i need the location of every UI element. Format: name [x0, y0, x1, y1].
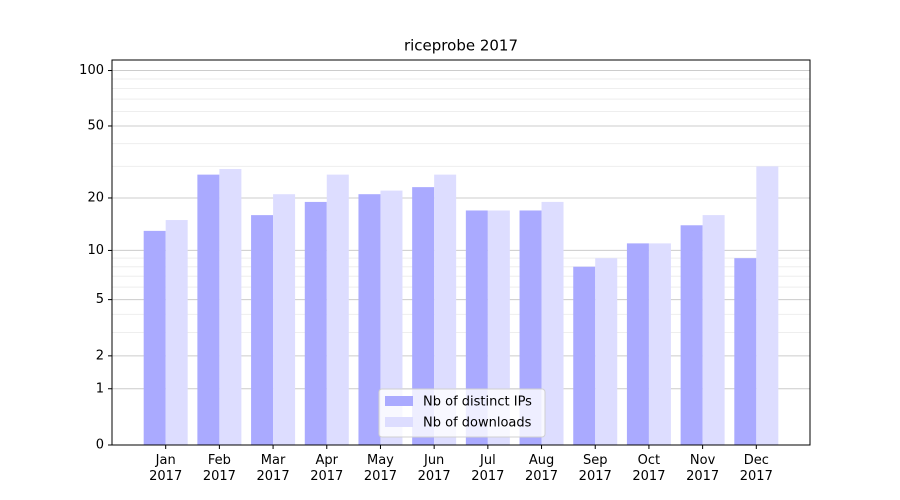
y-tick-label: 1: [96, 381, 104, 396]
x-tick-label: Aug 2017: [524, 453, 559, 484]
bar: [519, 210, 542, 445]
legend-label: Nb of downloads: [423, 416, 532, 431]
bar: [680, 225, 703, 445]
bar: [197, 174, 220, 445]
y-tick-label: 0: [96, 438, 104, 453]
bar: [165, 220, 188, 445]
bar: [251, 215, 274, 445]
legend-swatch: [385, 396, 413, 406]
x-tick-label: Apr 2017: [310, 453, 344, 484]
x-tick-label: Sep 2017: [578, 453, 612, 484]
bar: [756, 166, 779, 445]
bar: [626, 243, 649, 445]
bar: [219, 169, 242, 446]
y-tick-label: 5: [96, 292, 104, 307]
legend-label: Nb of distinct IPs: [423, 395, 532, 410]
plot-frame: [111, 59, 811, 446]
bar: [304, 201, 327, 445]
y-tick-label: 10: [87, 243, 104, 258]
y-tick-label: 100: [79, 63, 104, 78]
bar: [412, 187, 435, 445]
bar: [380, 190, 403, 445]
bar: [326, 174, 349, 445]
bar: [465, 210, 488, 445]
bar: [648, 243, 671, 445]
bar: [734, 258, 757, 445]
x-tick-label: Jul 2017: [471, 453, 505, 484]
chart-title: riceprobe 2017: [404, 37, 518, 55]
x-tick-label: Mar 2017: [256, 453, 290, 484]
bar: [358, 194, 381, 445]
x-tick-label: Nov 2017: [686, 453, 720, 484]
bar: [595, 258, 618, 445]
bar: [487, 210, 510, 445]
y-tick-label: 2: [96, 348, 104, 363]
x-tick-label: May 2017: [363, 453, 397, 484]
legend-box: [378, 388, 546, 438]
bar: [434, 174, 457, 445]
x-tick-label: Dec 2017: [739, 453, 773, 484]
x-tick-label: Jun 2017: [417, 453, 451, 484]
x-tick-label: Jan 2017: [149, 453, 183, 484]
legend-swatch: [385, 417, 413, 427]
bar: [702, 215, 725, 445]
bar: [541, 201, 564, 445]
x-tick-label: Feb 2017: [202, 453, 236, 484]
bar: [273, 194, 296, 445]
x-tick-label: Oct 2017: [632, 453, 666, 484]
y-tick-label: 20: [87, 190, 104, 205]
bar: [573, 266, 596, 445]
bar: [143, 230, 166, 445]
y-tick-label: 50: [87, 118, 104, 133]
